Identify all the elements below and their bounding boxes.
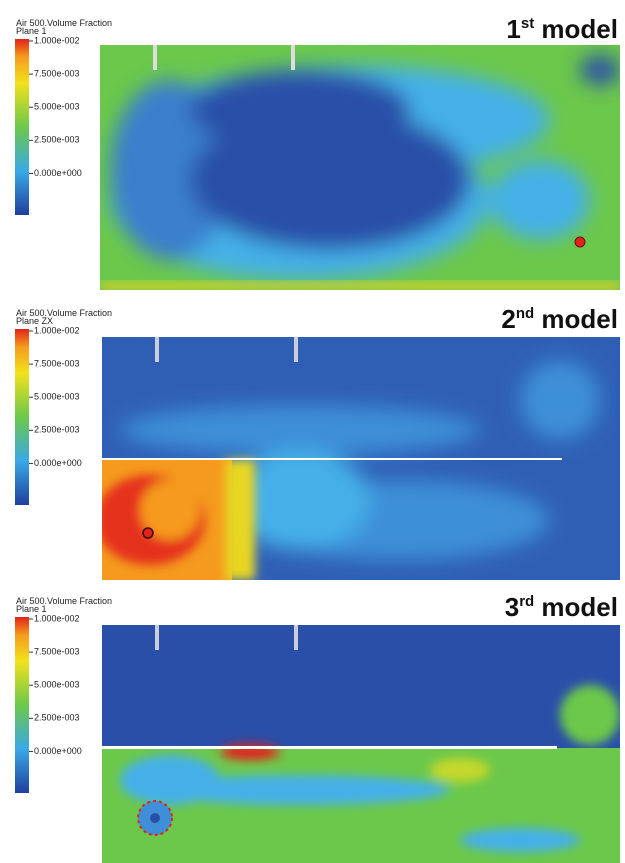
- contour-plot-2: [95, 337, 620, 580]
- colorbar-label: 0.000e+000: [34, 746, 82, 756]
- model-suffix: nd: [516, 305, 534, 322]
- model-number: 2: [501, 304, 515, 334]
- colorbar-label: 5.000e-003: [34, 392, 80, 402]
- colorbar: [15, 617, 29, 793]
- model-suffix: rd: [519, 593, 534, 610]
- model-label: 1st model: [506, 14, 618, 44]
- model-label: 3rd model: [505, 592, 618, 622]
- model-label: 2nd model: [501, 304, 618, 334]
- model-word: model: [534, 14, 618, 44]
- colorbar-label: 0.000e+000: [34, 458, 82, 468]
- colorbar-label: 7.500e-003: [34, 646, 80, 656]
- model-suffix: st: [521, 15, 534, 32]
- model-number: 1: [506, 14, 520, 44]
- colorbar-label: 1.000e-002: [34, 613, 80, 623]
- model-word: model: [534, 304, 618, 334]
- model-word: model: [534, 592, 618, 622]
- contour-plot-3: [102, 625, 620, 863]
- model-number: 3: [505, 592, 519, 622]
- colorbar-label: 0.000e+000: [34, 168, 82, 178]
- contour-plot-1: [100, 45, 620, 290]
- colorbar-label: 1.000e-002: [34, 35, 80, 45]
- colorbar-label: 2.500e-003: [34, 135, 80, 145]
- colorbar-label: 7.500e-003: [34, 68, 80, 78]
- colorbar-label: 5.000e-003: [34, 680, 80, 690]
- colorbar: [15, 39, 29, 215]
- colorbar-label: 2.500e-003: [34, 425, 80, 435]
- colorbar-label: 5.000e-003: [34, 102, 80, 112]
- colorbar: [15, 329, 29, 505]
- figure: Air 500.Volume FractionPlane 11.000e-002…: [0, 0, 625, 863]
- colorbar-label: 7.500e-003: [34, 358, 80, 368]
- colorbar-label: 2.500e-003: [34, 713, 80, 723]
- colorbar-label: 1.000e-002: [34, 325, 80, 335]
